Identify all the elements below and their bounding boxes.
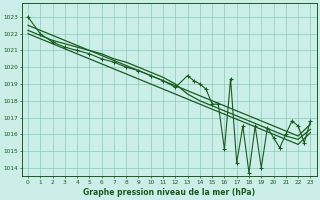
X-axis label: Graphe pression niveau de la mer (hPa): Graphe pression niveau de la mer (hPa) [83, 188, 255, 197]
